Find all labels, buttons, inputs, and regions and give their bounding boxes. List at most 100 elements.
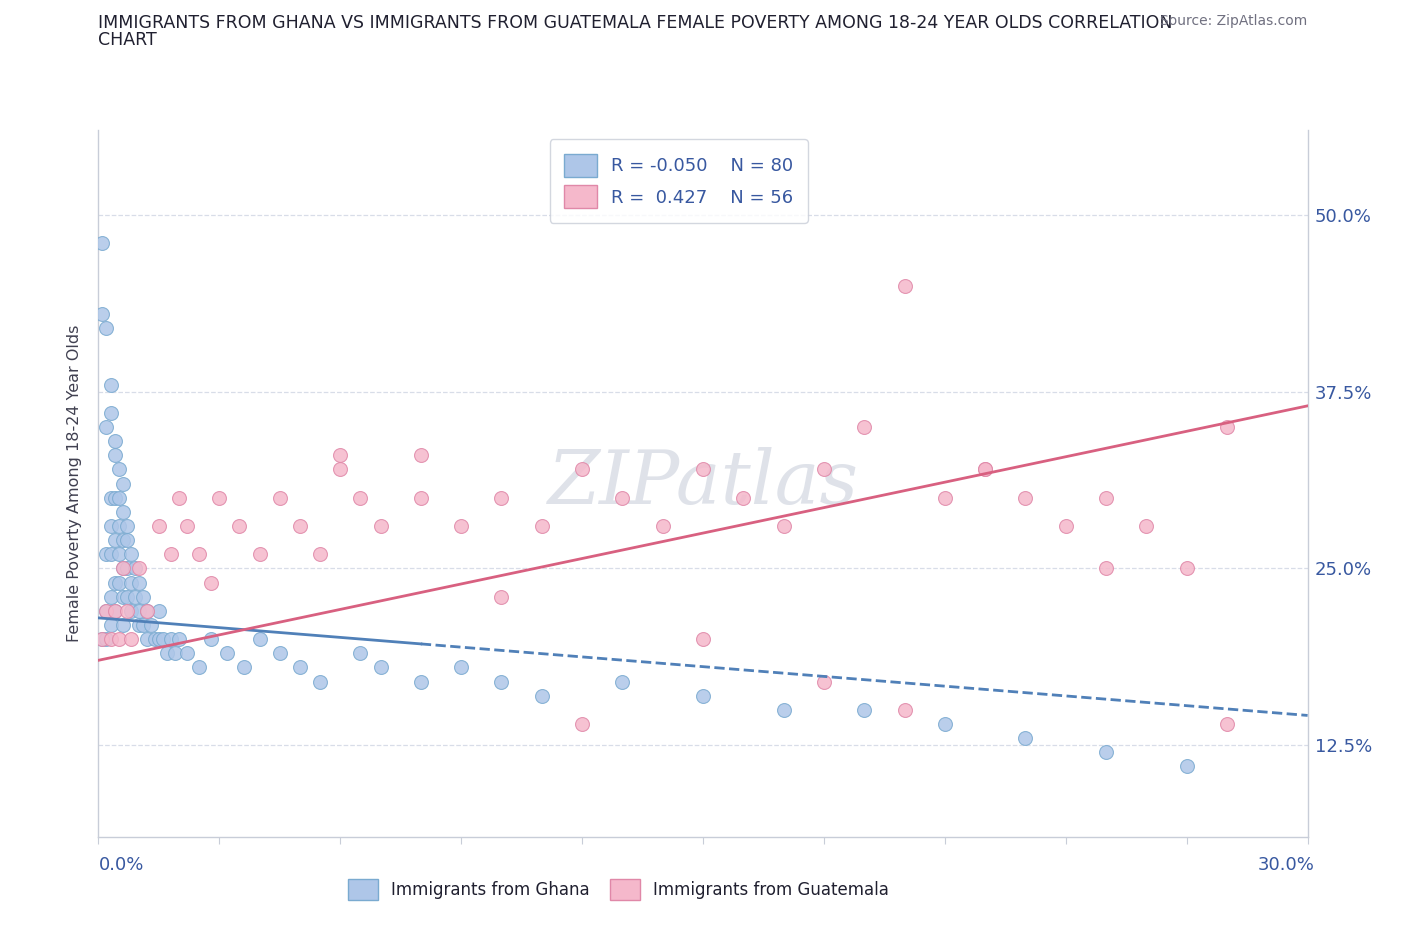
- Point: [115, 519, 138, 534]
- Point: [115, 604, 138, 618]
- Point: [450, 660, 472, 675]
- Point: [120, 604, 142, 618]
- Point: [111, 504, 134, 519]
- Point: [148, 519, 170, 534]
- Point: [120, 631, 142, 646]
- Point: [111, 590, 134, 604]
- Point: [128, 561, 150, 576]
- Point: [1135, 519, 1157, 534]
- Point: [1216, 419, 1239, 434]
- Point: [612, 674, 634, 689]
- Point: [1095, 490, 1118, 505]
- Point: [571, 716, 593, 731]
- Point: [349, 645, 371, 660]
- Point: [152, 631, 174, 646]
- Text: 0.0%: 0.0%: [98, 856, 143, 873]
- Point: [100, 590, 122, 604]
- Point: [249, 631, 271, 646]
- Point: [651, 519, 673, 534]
- Point: [96, 321, 118, 336]
- Point: [107, 490, 129, 505]
- Point: [115, 561, 138, 576]
- Point: [124, 590, 146, 604]
- Point: [370, 519, 392, 534]
- Point: [124, 561, 146, 576]
- Point: [309, 547, 332, 562]
- Point: [813, 462, 835, 477]
- Point: [1095, 561, 1118, 576]
- Point: [491, 590, 513, 604]
- Point: [934, 490, 956, 505]
- Point: [217, 645, 239, 660]
- Text: 30.0%: 30.0%: [1258, 856, 1315, 873]
- Point: [329, 462, 352, 477]
- Point: [893, 278, 915, 293]
- Point: [111, 561, 134, 576]
- Point: [188, 547, 211, 562]
- Point: [91, 236, 114, 251]
- Point: [1095, 745, 1118, 760]
- Point: [409, 448, 432, 463]
- Point: [612, 490, 634, 505]
- Point: [1216, 716, 1239, 731]
- Point: [1054, 519, 1077, 534]
- Point: [128, 604, 150, 618]
- Point: [135, 604, 157, 618]
- Point: [409, 490, 432, 505]
- Text: CHART: CHART: [98, 31, 157, 48]
- Point: [96, 604, 118, 618]
- Point: [853, 419, 876, 434]
- Point: [100, 490, 122, 505]
- Point: [934, 716, 956, 731]
- Point: [853, 702, 876, 717]
- Point: [96, 419, 118, 434]
- Point: [1014, 731, 1036, 746]
- Point: [100, 618, 122, 632]
- Point: [120, 575, 142, 590]
- Point: [103, 604, 125, 618]
- Point: [96, 547, 118, 562]
- Point: [269, 490, 291, 505]
- Point: [96, 631, 118, 646]
- Point: [120, 547, 142, 562]
- Point: [530, 688, 553, 703]
- Point: [135, 604, 157, 618]
- Point: [208, 490, 231, 505]
- Point: [107, 631, 129, 646]
- Point: [156, 645, 179, 660]
- Point: [571, 462, 593, 477]
- Point: [232, 660, 254, 675]
- Point: [128, 618, 150, 632]
- Point: [103, 604, 125, 618]
- Point: [309, 674, 332, 689]
- Point: [692, 688, 714, 703]
- Point: [107, 519, 129, 534]
- Point: [974, 462, 997, 477]
- Point: [530, 519, 553, 534]
- Point: [160, 547, 183, 562]
- Point: [329, 448, 352, 463]
- Y-axis label: Female Poverty Among 18-24 Year Olds: Female Poverty Among 18-24 Year Olds: [67, 325, 83, 643]
- Legend: Immigrants from Ghana, Immigrants from Guatemala: Immigrants from Ghana, Immigrants from G…: [342, 872, 896, 907]
- Point: [111, 618, 134, 632]
- Point: [115, 590, 138, 604]
- Point: [188, 660, 211, 675]
- Point: [176, 519, 198, 534]
- Point: [1175, 561, 1198, 576]
- Point: [107, 575, 129, 590]
- Point: [91, 307, 114, 322]
- Point: [139, 618, 162, 632]
- Point: [200, 575, 222, 590]
- Point: [91, 631, 114, 646]
- Point: [1014, 490, 1036, 505]
- Point: [349, 490, 371, 505]
- Point: [491, 674, 513, 689]
- Point: [132, 590, 155, 604]
- Point: [103, 533, 125, 548]
- Point: [135, 631, 157, 646]
- Point: [409, 674, 432, 689]
- Point: [893, 702, 915, 717]
- Point: [450, 519, 472, 534]
- Point: [128, 575, 150, 590]
- Point: [107, 547, 129, 562]
